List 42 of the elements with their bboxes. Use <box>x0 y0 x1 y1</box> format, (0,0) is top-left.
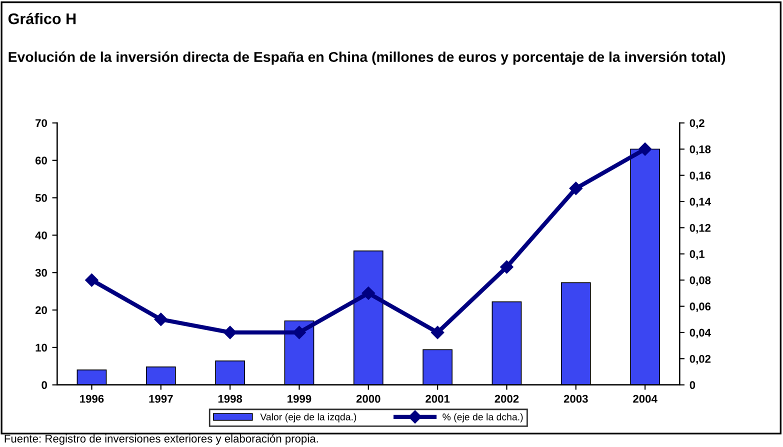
y2-tick-label: 0,1 <box>690 250 705 260</box>
y-tick-label: 70 <box>36 119 47 128</box>
x-tick-label: 2002 <box>494 394 519 403</box>
x-tick-label: 1996 <box>80 394 104 403</box>
y2-tick-label: 0,12 <box>690 224 711 234</box>
x-tick-label: 2003 <box>564 394 588 403</box>
point <box>223 326 237 340</box>
x-tick-label: 1999 <box>288 394 312 403</box>
chart-subtitle: Evolución de la inversión directa de España en China (millones de euros y porcentaje de la inversión total) <box>8 51 726 65</box>
legend-label: % (eje de la dcha.) <box>442 413 523 422</box>
y2-tick-label: 0,08 <box>690 276 711 286</box>
y2-tick-label: 0,04 <box>690 328 711 338</box>
point <box>362 286 375 300</box>
point <box>85 274 98 287</box>
chart-title: Gráfico H <box>8 12 76 24</box>
y2-tick-label: 0,06 <box>690 302 711 312</box>
y-tick-label: 40 <box>35 231 47 240</box>
point <box>292 326 306 340</box>
y-tick-label: 20 <box>35 306 47 314</box>
y-tick-label: 60 <box>35 156 47 164</box>
x-tick-label: 1998 <box>218 394 242 403</box>
y2-tick-label: 0 <box>690 381 696 389</box>
y2-tick-label: 0,2 <box>690 119 704 129</box>
point <box>430 326 444 340</box>
y2-tick-label: 0,02 <box>690 354 711 364</box>
y2-tick-label: 0,16 <box>690 172 711 182</box>
y-tick-label: 0 <box>42 381 47 389</box>
x-tick-label: 1997 <box>149 394 173 403</box>
source-note: Fuente: Registro de inversiones exteriores y elaboración propia. <box>4 434 318 445</box>
point <box>638 142 652 156</box>
x-tick-label: 2000 <box>356 394 380 403</box>
y-tick-label: 10 <box>36 344 47 352</box>
point <box>154 312 168 326</box>
x-tick-label: 2004 <box>633 394 658 403</box>
legend-label: Valor (eje de la izqda.) <box>260 413 356 422</box>
point <box>500 260 514 274</box>
y-tick-label: 30 <box>35 268 47 277</box>
point <box>569 182 582 195</box>
y2-tick-label: 0,18 <box>690 145 711 155</box>
x-tick-label: 2001 <box>426 394 450 403</box>
y2-tick-label: 0,14 <box>690 198 711 208</box>
y-tick-label: 50 <box>35 194 47 202</box>
